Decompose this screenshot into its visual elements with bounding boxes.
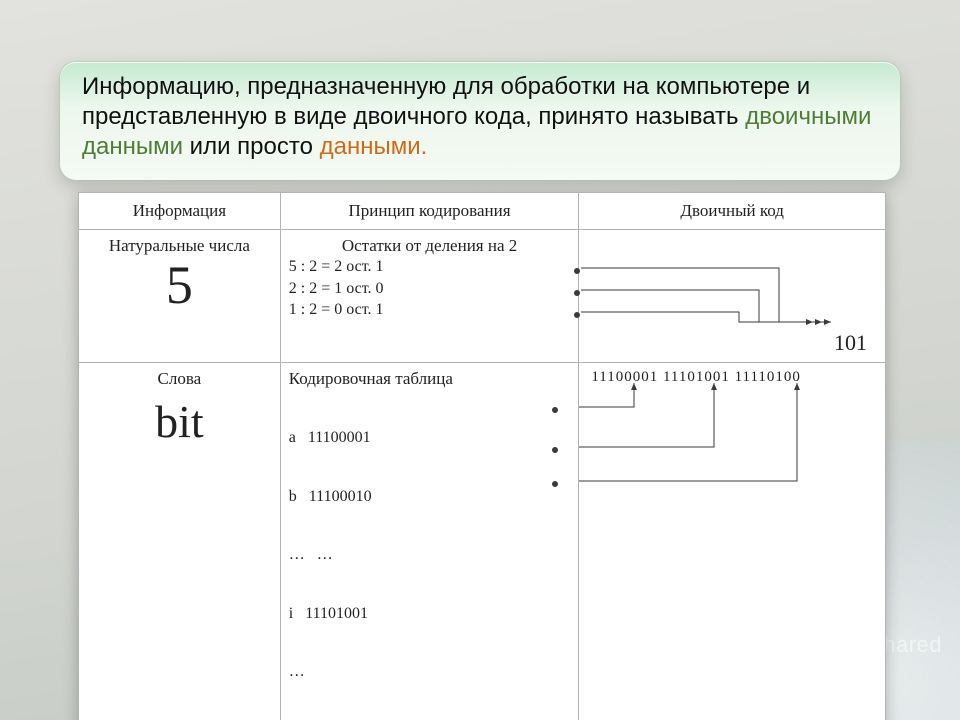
numbers-info-big: 5 [87,258,272,312]
words-info-big: bit [87,399,272,445]
cell-words-code: 11100001 11101001 11110100 [579,363,886,720]
code-line-4: … [289,662,571,682]
num-line-1: 2 : 2 = 1 ост. 0 [289,278,571,300]
num-line-0: 5 : 2 = 2 ост. 1 [289,256,571,278]
table-header-row: Информация Принцип кодирования Двоичный … [79,193,886,230]
num-line-2: 1 : 2 = 0 ост. 1 [289,299,571,321]
row-numbers: Натуральные числа 5 Остатки от деления н… [79,230,886,363]
code-line-3: i 11101001 [289,604,571,624]
numbers-info-title: Натуральные числа [87,236,272,256]
code-line-2: … … [289,545,571,565]
row-words: Слова bit Кодировочная таблица a 1110000… [79,363,886,720]
cell-words-principle: Кодировочная таблица a 11100001 b 111000… [280,363,579,720]
header-callout: Информацию, предназначенную для обработк… [60,62,900,180]
header-plain-2: или просто [183,133,320,160]
cell-numbers-code: 101 [579,230,886,363]
words-principle-title: Кодировочная таблица [289,369,571,389]
th-principle: Принцип кодирования [280,193,579,230]
words-result: 11100001 11101001 11110100 [591,369,801,386]
numbers-result: 101 [834,330,867,356]
encoding-table: Информация Принцип кодирования Двоичный … [78,192,886,720]
words-principle-lines: a 11100001 b 11100010 … … i 11101001 … t… [289,389,571,720]
header-plain-1: Информацию, предназначенную для обработк… [82,73,810,130]
code-line-0: a 11100001 [289,428,571,448]
encoding-table-wrap: Информация Принцип кодирования Двоичный … [78,192,886,720]
cell-words-info: Слова bit [79,363,281,720]
cell-numbers-principle: Остатки от деления на 2 5 : 2 = 2 ост. 1… [280,230,579,363]
cell-numbers-info: Натуральные числа 5 [79,230,281,363]
th-information: Информация [79,193,281,230]
header-highlight-2: данными. [320,133,428,160]
slide-root: myshared Информацию, предназначенную для… [0,0,960,720]
header-text: Информацию, предназначенную для обработк… [82,72,878,162]
code-line-1: b 11100010 [289,487,571,507]
words-info-title: Слова [87,369,272,389]
numbers-principle-title: Остатки от деления на 2 [289,236,571,256]
th-binary-code: Двоичный код [579,193,886,230]
numbers-principle-lines: 5 : 2 = 2 ост. 1 2 : 2 = 1 ост. 0 1 : 2 … [289,256,571,321]
connectors-words [579,363,885,720]
